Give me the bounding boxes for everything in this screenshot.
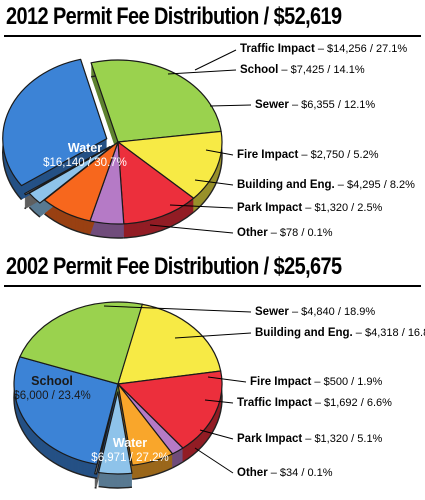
pie-chart-2012 <box>2 49 252 239</box>
building-and-eng-slice <box>117 370 223 449</box>
traffic-impact-slice <box>117 383 174 466</box>
label-other: Other – $34 / 0.1% <box>237 467 333 479</box>
traffic-impact-leader-line <box>204 399 234 404</box>
building-and-eng-leader-line <box>174 332 252 339</box>
label-traffic-impact: Traffic Impact – $1,692 / 6.6% <box>237 397 392 409</box>
chart-title: 2002 Permit Fee Distribution / $25,675 <box>6 253 342 280</box>
building-and-eng-slice-edge <box>44 213 91 236</box>
fire-impact-leader-line <box>205 149 234 156</box>
water-slice <box>13 356 119 465</box>
title-rule <box>4 285 421 287</box>
chart-2012: 2012 Permit Fee Distribution / $52,619 W… <box>2 3 421 239</box>
slice-label-value: $6,971 / 27.2% <box>91 452 169 464</box>
sewer-slice <box>117 303 222 385</box>
slice-label-value: $6,000 / 23.4% <box>13 390 91 402</box>
label-sewer: Sewer – $6,355 / 12.1% <box>255 99 376 111</box>
label-building-and-eng: Building and Eng. – $4,295 / 8.2% <box>237 179 415 191</box>
slice-label-name: School <box>31 374 73 388</box>
label-traffic-impact: Traffic Impact – $14,256 / 27.1% <box>240 43 408 55</box>
slice-label-name: Water <box>67 141 103 155</box>
building-and-eng-leader-line <box>194 179 234 186</box>
chart-2002: 2002 Permit Fee Distribution / $25,675 S… <box>0 250 425 500</box>
label-park-impact: Park Impact – $1,320 / 2.5% <box>237 202 383 214</box>
school-slice <box>19 301 143 385</box>
park-impact-leader-line <box>199 429 234 440</box>
park-impact-slice <box>97 391 133 475</box>
slice-label-school: School $6,000 / 23.4% <box>2 374 102 404</box>
title-rule <box>4 35 421 37</box>
park-impact-slice-edge <box>98 485 133 489</box>
label-fire-impact: Fire Impact – $500 / 1.9% <box>250 376 383 388</box>
school-slice <box>117 130 223 199</box>
park-impact-slice-edge <box>28 206 41 218</box>
park-impact-leader-line <box>169 204 234 209</box>
school-leader-line <box>167 69 237 75</box>
sewer-leader-line <box>209 104 252 107</box>
other-leader-line <box>149 224 234 234</box>
fire-impact-slice-edge <box>89 234 124 239</box>
label-park-impact: Park Impact – $1,320 / 5.1% <box>237 433 383 445</box>
sewer-slice-edge <box>123 211 195 239</box>
fire-impact-slice-edge <box>172 461 184 469</box>
fire-impact-leader-line <box>207 376 247 383</box>
label-sewer: Sewer – $4,840 / 18.9% <box>255 306 376 318</box>
water-slice <box>2 58 108 187</box>
sewer-leader-line <box>103 305 252 313</box>
label-fire-impact: Fire Impact – $2,750 / 5.2% <box>237 149 379 161</box>
other-leader-line <box>194 447 234 474</box>
traffic-impact-slice-edge <box>132 467 173 480</box>
label-other: Other – $78 / 0.1% <box>237 227 333 239</box>
other-slice <box>24 146 111 196</box>
traffic-impact-leader-line <box>194 49 237 71</box>
chart-title: 2012 Permit Fee Distribution / $52,619 <box>6 3 342 30</box>
slice-label-water: Water $16,140 / 30.7% <box>30 141 140 171</box>
slice-label-value: $16,140 / 30.7% <box>43 157 127 169</box>
pie-chart-2002 <box>13 301 252 489</box>
slice-label-name: Water <box>112 436 148 450</box>
label-building-and-eng: Building and Eng. – $4,318 / 16.8% <box>255 327 425 339</box>
slice-label-water: Water $6,971 / 27.2% <box>75 436 185 466</box>
building-and-eng-slice-edge <box>182 384 223 463</box>
label-school: School – $7,425 / 14.1% <box>240 64 365 76</box>
other-slice-edge <box>24 207 27 210</box>
sewer-slice <box>117 141 195 225</box>
